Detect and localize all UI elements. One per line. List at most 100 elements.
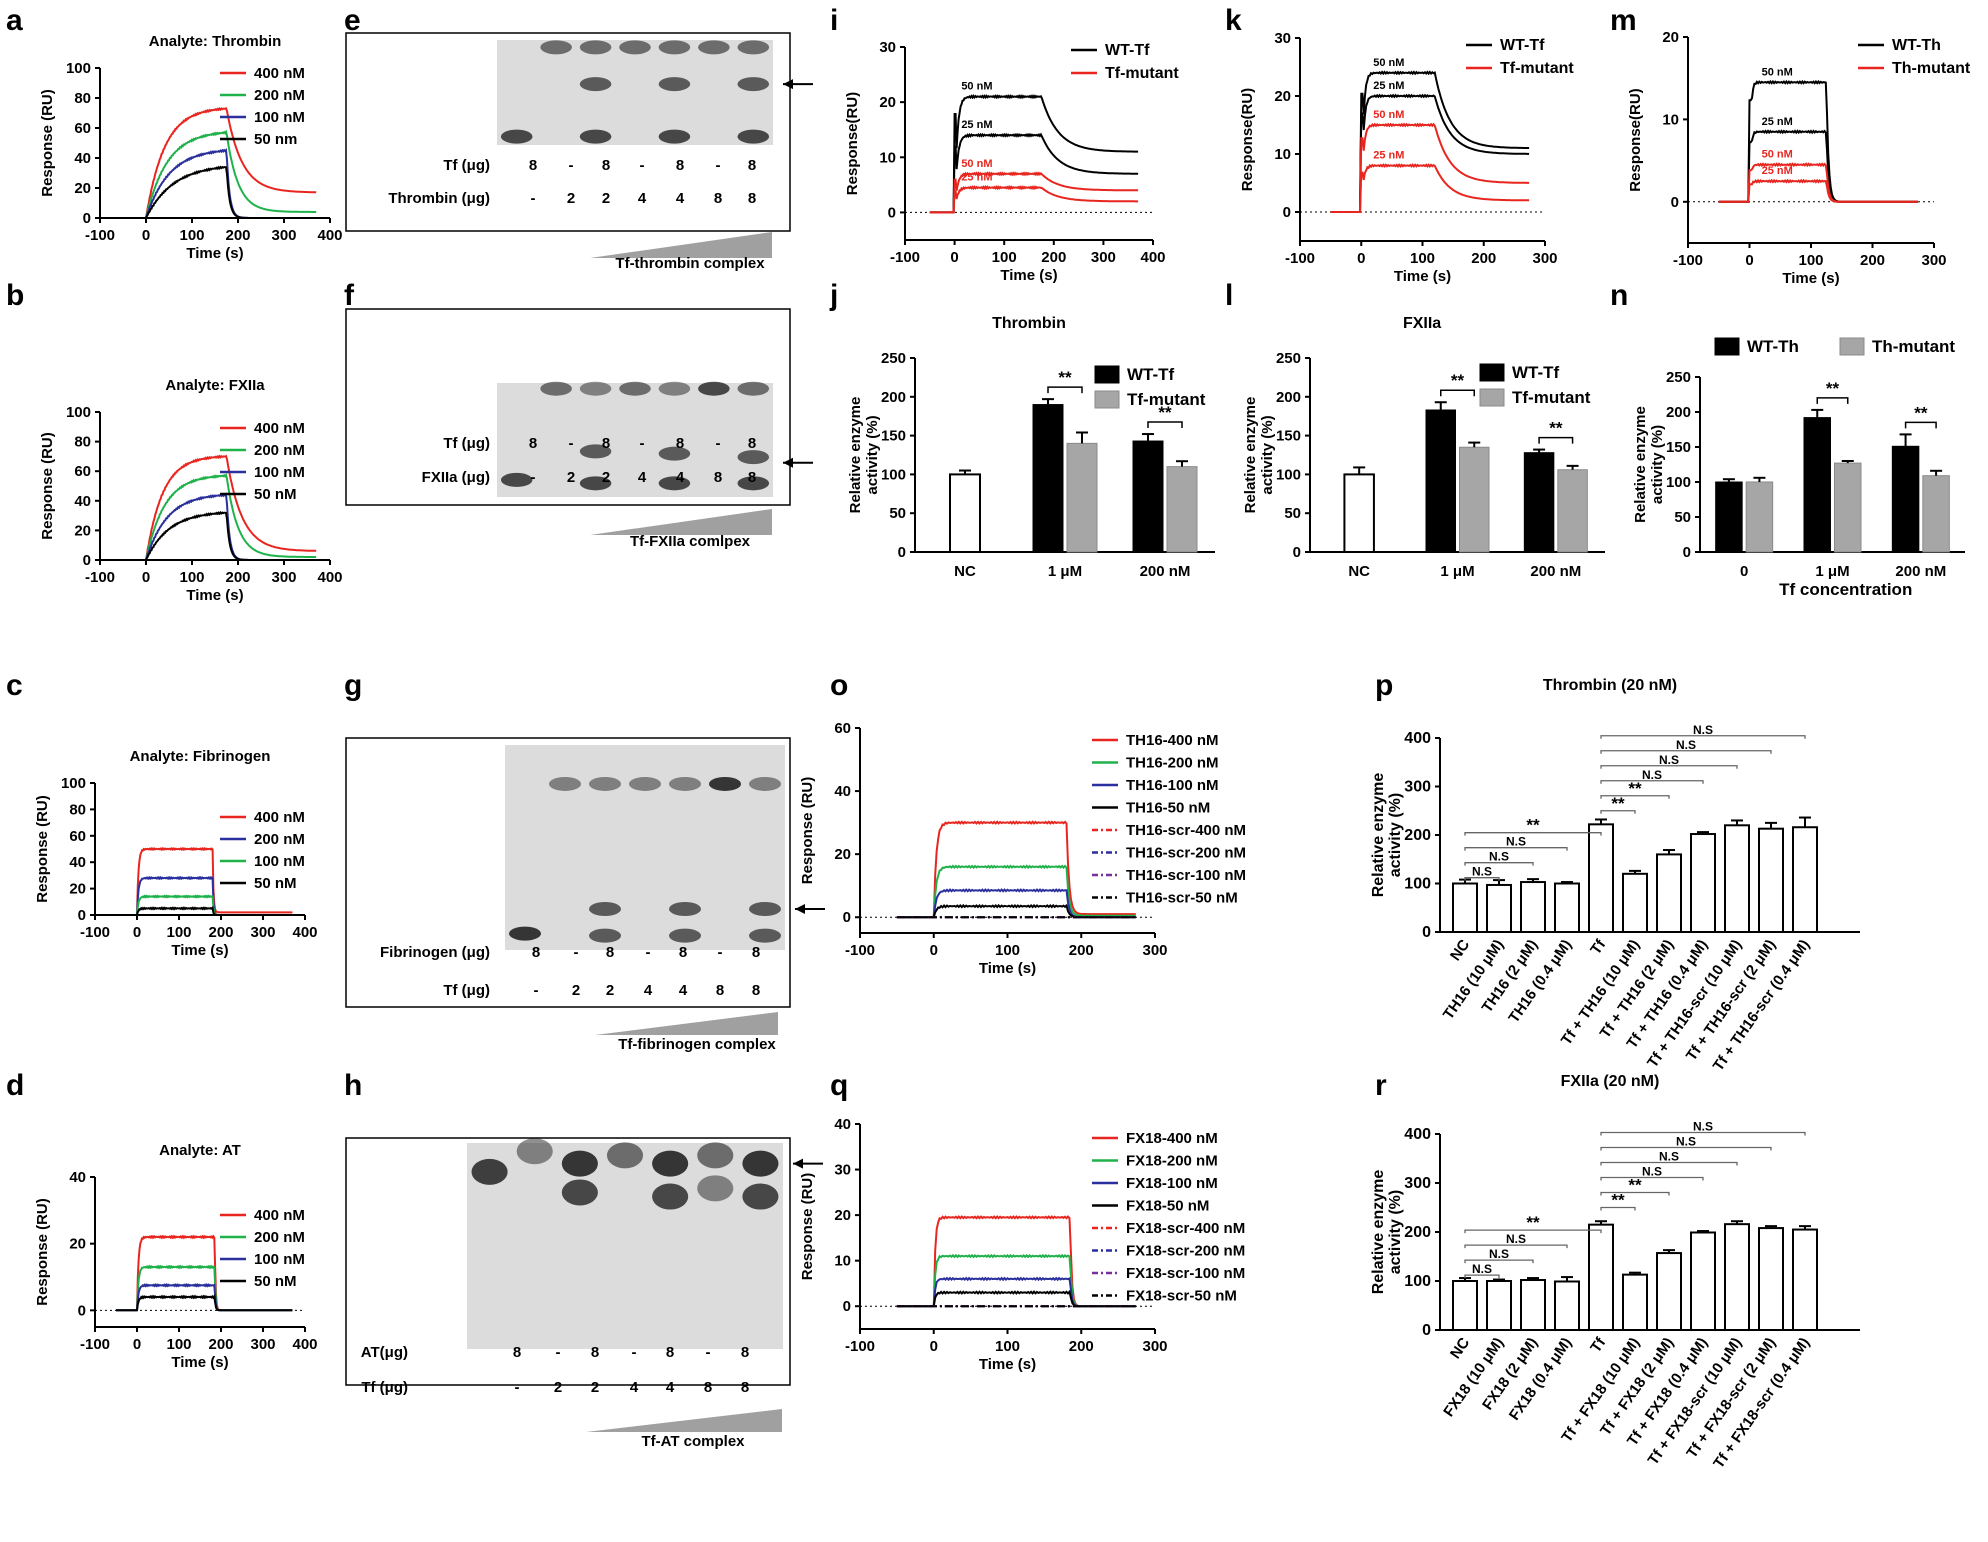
gel-lane-value: 4	[644, 982, 653, 999]
x-tick-label: NC	[1447, 936, 1473, 964]
gel-lane-value: 2	[591, 1379, 599, 1396]
x-tick-label: 0	[133, 1336, 141, 1353]
bar	[1792, 1228, 1818, 1332]
gel-lane-value: -	[531, 469, 536, 486]
gel-band	[509, 926, 541, 941]
y-tick-label: 40	[834, 783, 851, 800]
gel-band	[669, 902, 701, 916]
gel-band	[737, 381, 770, 396]
chart-title: Analyte: Thrombin	[149, 33, 282, 50]
bar	[1792, 826, 1818, 933]
gradient-wedge	[590, 509, 772, 535]
curve-label: 25 nM	[1762, 165, 1793, 177]
legend-label: 200 nM	[254, 1229, 305, 1246]
panel-letter-l: l	[1225, 279, 1233, 312]
gel-caption: Tf-thrombin complex	[615, 255, 765, 272]
series-line-b-1	[123, 472, 317, 561]
y-axis-label-line1: Relative enzyme	[1370, 773, 1387, 898]
legend-swatch	[1094, 390, 1120, 409]
gel-band	[658, 77, 691, 92]
x-tick-label: 300	[1142, 942, 1167, 959]
gel-band	[658, 476, 691, 491]
significance-bracket	[1147, 421, 1183, 429]
gel-caption: Tf-FXIIa comlpex	[630, 533, 751, 550]
y-tick-label: 40	[69, 854, 86, 871]
legend-label: 50 nM	[254, 486, 297, 503]
x-tick-label: 0	[1740, 563, 1748, 580]
y-tick-label: 60	[74, 120, 91, 137]
y-axis-label: Response(RU)	[844, 92, 861, 195]
y-tick-label: 80	[74, 434, 91, 451]
x-tick-label: 200	[225, 227, 250, 244]
gel-band	[669, 928, 701, 943]
comparison-label: N.S	[1642, 1165, 1662, 1179]
legend-label: 100 nM	[254, 109, 305, 126]
series-line-a-0	[123, 106, 317, 219]
arrow-head-icon	[793, 1158, 803, 1169]
x-tick-label: 200	[1860, 252, 1885, 269]
gel-lane-value: 4	[638, 190, 647, 207]
bar	[1452, 882, 1478, 933]
y-tick-label: 0	[1283, 204, 1291, 221]
gel-lane-value: -	[706, 1344, 711, 1361]
gel-row-label: Tf (μg)	[443, 435, 490, 452]
gel-lane-value: -	[716, 435, 721, 452]
gel-band	[561, 1150, 598, 1177]
curve-label: 50 nM	[1373, 109, 1404, 121]
legend-label: Tf-mutant	[1500, 60, 1574, 77]
y-tick-label: 20	[74, 180, 91, 197]
y-tick-label: 150	[1666, 439, 1691, 456]
legend-swatch	[1714, 337, 1740, 356]
gradient-wedge	[590, 232, 772, 258]
gel-lane-value: 4	[676, 190, 685, 207]
y-tick-label: 20	[1662, 29, 1679, 46]
gel-band	[579, 40, 612, 55]
x-tick-label: 100	[1798, 252, 1823, 269]
x-tick-label: 100	[995, 1338, 1020, 1355]
bar	[1554, 1280, 1580, 1331]
y-tick-label: 100	[66, 404, 91, 421]
chart-title: Analyte: FXIIa	[165, 377, 265, 394]
chart-q: -100 0 100 200 300 0 10 20 30 40 Time (s) Response …	[799, 1116, 1245, 1373]
x-axis-label: Time (s)	[171, 942, 228, 959]
gel-lane-value: 2	[554, 1379, 562, 1396]
gel-lane-value: 8	[676, 435, 684, 452]
y-tick-label: 300	[1404, 1175, 1431, 1192]
gel-panel-f: Tf (μg) 8 - 8 - 8 - 8 FXIIa (μg) - 2 2 4 4 8 8 Tf-FXIIa …	[345, 308, 813, 550]
gel-band	[589, 902, 621, 916]
arrow-head-icon	[795, 904, 805, 914]
gel-lane-value: 8	[752, 944, 760, 961]
curve-label: 50 nM	[1762, 149, 1793, 161]
gel-band	[540, 381, 572, 396]
legend-swatch	[1094, 365, 1120, 384]
bar	[1724, 1223, 1750, 1332]
comparison-label: N.S	[1676, 738, 1696, 752]
bar	[1656, 1252, 1682, 1331]
y-tick-label: 100	[1404, 876, 1431, 893]
curve-label: 25 nM	[961, 119, 992, 131]
x-axis-label: Time (s)	[1394, 268, 1451, 285]
gel-lane-value: 8	[716, 982, 724, 999]
legend-label: 50 nm	[254, 131, 297, 148]
gel-image	[497, 40, 773, 145]
y-tick-label: 20	[834, 1207, 851, 1224]
significance-label: **	[1058, 368, 1072, 387]
gel-band	[737, 450, 770, 465]
bar-WT-Th	[1891, 445, 1920, 553]
significance-bracket	[1816, 397, 1849, 404]
y-tick-label: 200	[1666, 404, 1691, 421]
comparison-bracket	[1600, 1176, 1704, 1181]
chart-title: Analyte: AT	[159, 1142, 241, 1159]
gel-lane-value: 8	[741, 1344, 749, 1361]
curve-label: 25 nM	[1373, 80, 1404, 92]
y-axis-label-line2: activity (%)	[1259, 415, 1276, 494]
y-tick-label: 250	[1666, 369, 1691, 386]
y-axis-label-line1: Relative enzyme	[1242, 397, 1259, 514]
y-tick-label: 200	[1276, 389, 1301, 406]
bar	[1758, 827, 1784, 934]
comparison-label: N.S	[1489, 850, 1509, 864]
legend-label: FX18-400 nM	[1126, 1130, 1218, 1147]
significance-label: **	[1158, 403, 1172, 422]
y-tick-label: 40	[74, 150, 91, 167]
gel-band	[749, 928, 781, 943]
